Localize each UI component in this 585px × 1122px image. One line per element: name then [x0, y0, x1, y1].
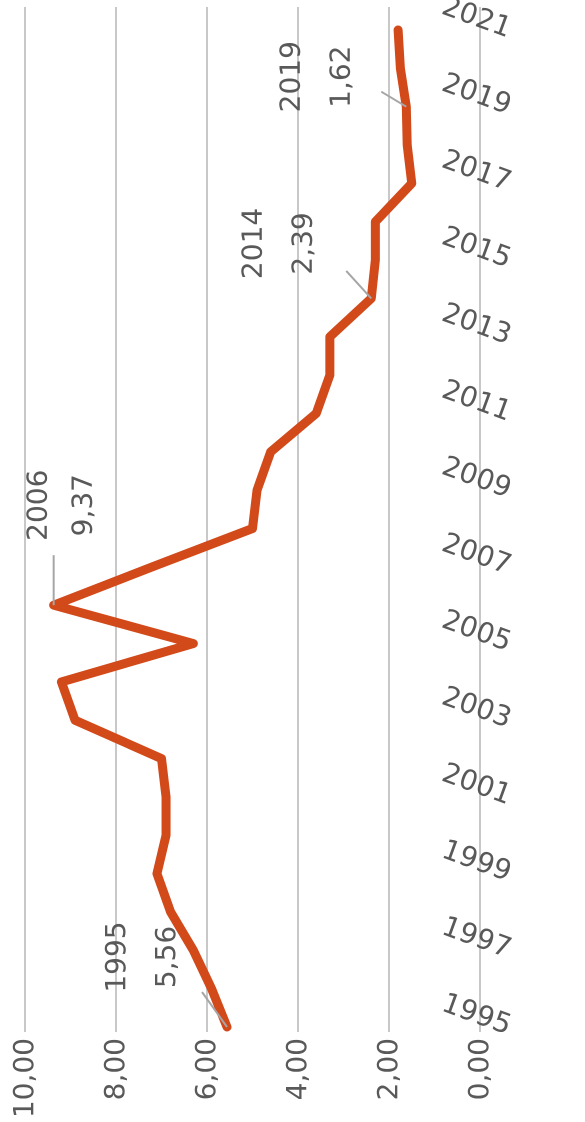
x-tick-label: 1997	[438, 909, 516, 964]
x-tick-label: 2005	[438, 602, 516, 657]
x-tick-label: 2011	[438, 372, 516, 427]
x-tick-label: 2019	[438, 65, 516, 120]
x-tick-label: 1999	[438, 832, 516, 887]
x-tick-label: 2021	[438, 0, 516, 44]
data-label: 5,56	[149, 926, 182, 988]
y-tick-label: 10,00	[7, 1038, 40, 1118]
data-label: 2,39	[285, 212, 318, 274]
annotation-year: 2014	[235, 208, 268, 279]
x-tick-label: 2015	[438, 219, 516, 274]
x-tick-label: 2017	[438, 142, 516, 197]
data-line	[49, 25, 417, 1032]
leader-line	[201, 991, 228, 1028]
leader-line	[345, 270, 372, 300]
annotation-year: 1995	[99, 921, 132, 992]
x-tick-label: 2009	[438, 449, 516, 504]
x-tick-label: 1995	[438, 986, 516, 1041]
data-label: 9,37	[66, 474, 99, 536]
y-tick-label: 2,00	[371, 1038, 404, 1100]
y-tick-label: 0,00	[462, 1038, 495, 1100]
annotation-year: 2006	[21, 470, 54, 541]
x-tick-label: 2007	[438, 526, 516, 581]
y-tick-label: 4,00	[280, 1038, 313, 1100]
x-tick-label: 2003	[438, 679, 516, 734]
annotation-year: 2019	[273, 41, 306, 112]
data-label: 1,62	[323, 46, 356, 108]
y-tick-label: 8,00	[98, 1038, 131, 1100]
rotated-plot: 0,00 2,00 4,00 6,00 8,00 10,00 1995 1997 1999 200…	[7, 0, 516, 1118]
x-tick-label: 2013	[438, 295, 516, 350]
leader-line	[380, 90, 407, 108]
y-tick-label: 6,00	[189, 1038, 222, 1100]
x-tick-label: 2001	[438, 756, 516, 811]
